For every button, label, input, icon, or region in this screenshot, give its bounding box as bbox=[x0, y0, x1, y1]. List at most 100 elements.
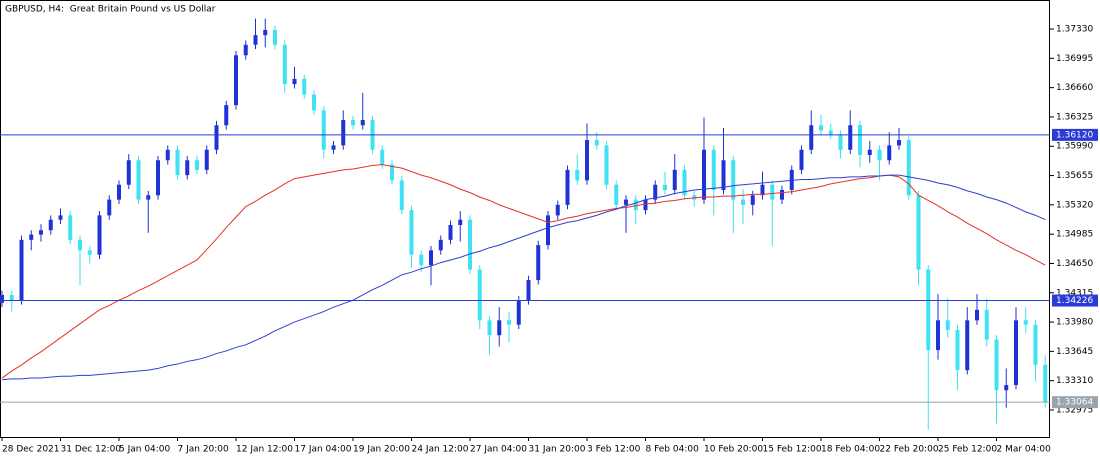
level-label: 1.34226 bbox=[1056, 296, 1093, 306]
x-tick-label: 2 Mar 04:00 bbox=[997, 445, 1052, 455]
candle-body bbox=[916, 195, 921, 270]
level-label-box bbox=[1052, 396, 1098, 409]
x-tick-label: 10 Feb 20:00 bbox=[704, 445, 763, 455]
candle-body bbox=[906, 140, 911, 196]
candle-body bbox=[819, 125, 823, 131]
candle-body bbox=[653, 184, 658, 200]
candle-body bbox=[214, 125, 219, 150]
candle-body bbox=[243, 44, 248, 56]
x-tick-label: 28 Dec 2021 bbox=[2, 445, 60, 455]
candle-body bbox=[419, 254, 424, 266]
candle-body bbox=[175, 149, 180, 176]
candle-body bbox=[302, 78, 307, 95]
candle-body bbox=[555, 204, 560, 216]
candle-body bbox=[809, 125, 814, 150]
candle-body bbox=[351, 120, 355, 126]
candle-body bbox=[477, 269, 482, 321]
candle-body bbox=[78, 239, 82, 251]
candle-body bbox=[136, 160, 141, 200]
candle-body bbox=[1033, 324, 1038, 365]
candle-body bbox=[780, 189, 784, 200]
y-tick-label: 1.34985 bbox=[1056, 230, 1093, 240]
candle-body bbox=[165, 149, 170, 161]
candle-body bbox=[341, 120, 346, 146]
candle-body bbox=[224, 105, 229, 126]
candle-body bbox=[292, 78, 297, 85]
candle-body bbox=[448, 224, 453, 240]
y-tick-label: 1.34315 bbox=[1056, 288, 1093, 298]
y-tick-label: 1.36995 bbox=[1056, 54, 1093, 64]
candle-body bbox=[390, 164, 394, 181]
candle-body bbox=[438, 239, 443, 251]
candle-body bbox=[682, 169, 687, 196]
candle-body bbox=[731, 160, 736, 200]
candle-body bbox=[1004, 385, 1009, 391]
candle-body bbox=[926, 269, 931, 351]
candle-body bbox=[770, 184, 775, 200]
candle-body bbox=[234, 55, 238, 106]
candle-body bbox=[48, 219, 53, 231]
candle-body bbox=[97, 215, 102, 255]
y-tick-label: 1.35320 bbox=[1056, 200, 1093, 210]
x-tick-label: 12 Jan 12:00 bbox=[236, 445, 293, 455]
y-tick-label: 1.36325 bbox=[1056, 112, 1093, 122]
y-tick-label: 1.37330 bbox=[1056, 25, 1093, 35]
candle-body bbox=[750, 195, 755, 205]
level-label: 1.33064 bbox=[1056, 398, 1093, 408]
moving-average bbox=[1, 164, 1046, 379]
candle-body bbox=[487, 320, 492, 336]
candle-body bbox=[126, 160, 131, 185]
candle-body bbox=[107, 199, 112, 216]
candle-body bbox=[321, 110, 326, 150]
candle-body bbox=[185, 160, 190, 176]
candle-body bbox=[526, 280, 531, 301]
x-tick-label: 31 Dec 12:00 bbox=[61, 445, 122, 455]
candle-body bbox=[458, 219, 463, 225]
candle-body bbox=[253, 35, 258, 45]
candle-body bbox=[0, 294, 4, 303]
candle-body bbox=[643, 199, 648, 211]
candle-body bbox=[380, 149, 385, 165]
candle-body bbox=[984, 309, 989, 340]
candle-body bbox=[994, 339, 999, 391]
plot-frame bbox=[0, 0, 1050, 438]
candle-body bbox=[867, 149, 872, 155]
candle-body bbox=[195, 160, 199, 170]
candle-body bbox=[945, 320, 950, 330]
candle-body bbox=[58, 215, 63, 220]
candle-body bbox=[204, 149, 209, 170]
level-label-box bbox=[1052, 294, 1098, 307]
candle-body bbox=[711, 149, 716, 190]
candle-body bbox=[516, 300, 521, 325]
candle-body bbox=[146, 195, 151, 200]
x-tick-label: 24 Jan 12:00 bbox=[412, 445, 469, 455]
y-tick-label: 1.33310 bbox=[1056, 376, 1093, 386]
level-label: 1.36120 bbox=[1056, 130, 1093, 140]
candle-body bbox=[877, 149, 882, 161]
y-tick-label: 1.32975 bbox=[1056, 405, 1093, 415]
y-tick-label: 1.33645 bbox=[1056, 347, 1093, 357]
candle-body bbox=[575, 169, 580, 181]
x-tick-label: 7 Jan 20:00 bbox=[178, 445, 230, 455]
candle-body bbox=[507, 320, 511, 325]
candle-body bbox=[536, 245, 541, 281]
candle-body bbox=[68, 215, 73, 240]
candle-body bbox=[399, 180, 404, 211]
x-tick-label: 5 Jan 04:00 bbox=[119, 445, 171, 455]
candle-body bbox=[955, 329, 960, 371]
candle-body bbox=[117, 184, 121, 200]
y-tick-label: 1.35655 bbox=[1056, 171, 1093, 181]
candle-body bbox=[39, 230, 43, 235]
candle-body bbox=[9, 294, 14, 301]
candle-body bbox=[760, 184, 765, 196]
candle-body bbox=[282, 44, 287, 85]
candle-body bbox=[858, 125, 862, 155]
candle-body bbox=[838, 134, 843, 150]
candle-body bbox=[624, 199, 628, 205]
y-tick-label: 1.36660 bbox=[1056, 83, 1093, 93]
moving-average bbox=[1, 174, 1046, 381]
candle-body bbox=[975, 309, 979, 321]
candle-body bbox=[263, 29, 268, 36]
candle-body bbox=[156, 160, 160, 196]
candle-body bbox=[614, 184, 619, 205]
